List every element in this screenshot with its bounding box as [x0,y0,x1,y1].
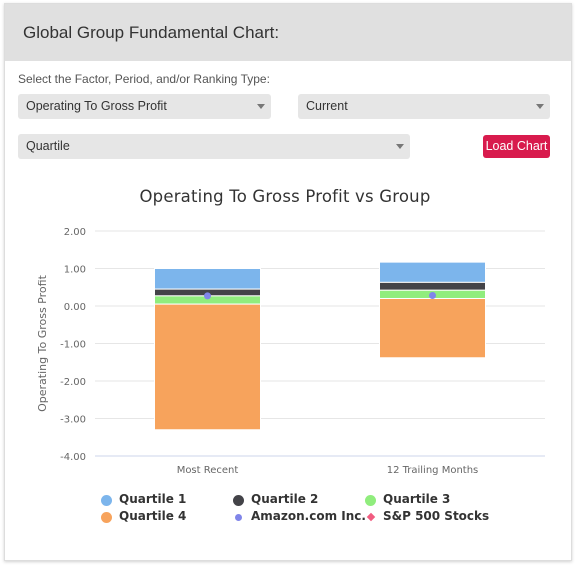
x-tick-label: Most Recent [177,465,239,476]
legend-label: Quartile 4 [119,509,187,523]
card-header: Global Group Fundamental Chart: [5,4,571,61]
chevron-down-icon [257,104,265,109]
dot-icon [235,514,242,521]
bar-quartile-2 [379,281,486,291]
factor-select-value: Operating To Gross Profit [26,99,167,113]
amazon-point [204,292,211,300]
legend-label: Quartile 2 [251,492,319,506]
circle-icon [101,495,112,506]
y-tick-label: -4.00 [60,452,86,463]
y-tick-label: 2.00 [64,227,86,238]
bar-quartile-1 [379,261,486,283]
selection-prompt: Select the Factor, Period, and/or Rankin… [18,72,270,86]
bar-quartile-4 [154,303,261,431]
circle-icon [365,495,376,506]
circle-icon [233,495,244,506]
page-title: Global Group Fundamental Chart: [23,23,280,42]
bar-quartile-4 [379,298,486,359]
y-tick-label: 0.00 [64,302,86,313]
circle-icon [101,512,112,523]
ranking-select-value: Quartile [26,139,70,153]
x-tick-label: 12 Trailing Months [387,465,479,476]
factor-select[interactable]: Operating To Gross Profit [18,94,271,119]
load-chart-button[interactable]: Load Chart [483,135,550,158]
y-tick-label: -3.00 [60,415,86,426]
legend-label: Quartile 1 [119,492,187,506]
period-select-value: Current [306,99,348,113]
legend-label: S&P 500 Stocks [383,509,490,523]
bar-quartile-1 [154,268,261,290]
ranking-select[interactable]: Quartile [18,134,410,159]
chevron-down-icon [396,144,404,149]
y-axis-label: Operating To Gross Profit [36,274,49,411]
y-tick-label: -1.00 [60,340,86,351]
y-tick-label: -2.00 [60,377,86,388]
legend-label: Amazon.com Inc. [251,509,366,523]
legend-label: Quartile 3 [383,492,451,506]
period-select[interactable]: Current [298,94,550,119]
chart-title: Operating To Gross Profit vs Group [139,187,431,206]
amazon-point [429,292,436,299]
chevron-down-icon [536,104,544,109]
y-tick-label: 1.00 [64,265,86,276]
